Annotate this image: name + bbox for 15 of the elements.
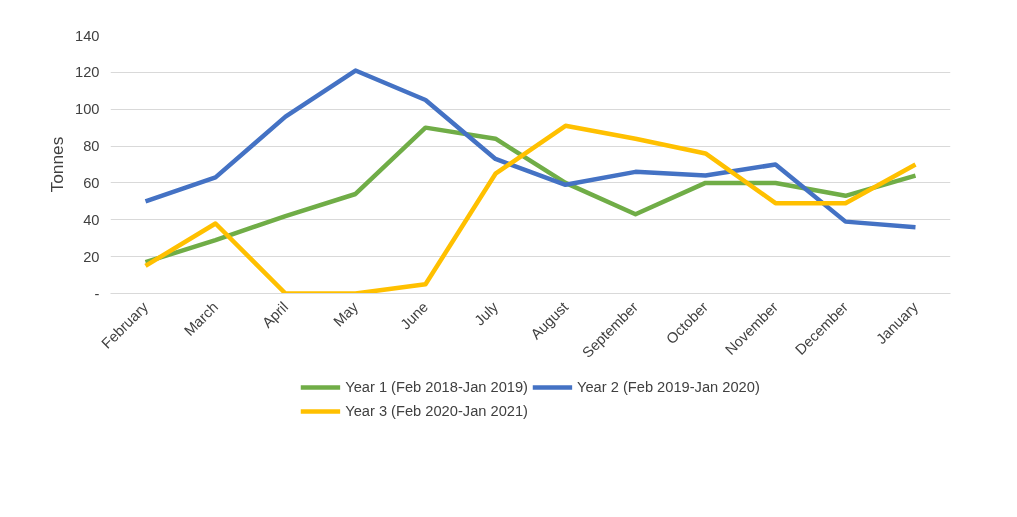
y-tick-label: 120 — [75, 64, 100, 81]
y-axis-title: Tonnes — [47, 136, 68, 193]
y-tick-label: - — [94, 285, 100, 302]
legend-label: Year 1 (Feb 2018-Jan 2019) — [345, 379, 528, 395]
legend-label: Year 3 (Feb 2020-Jan 2021) — [345, 403, 528, 419]
y-tick-label: 80 — [83, 138, 100, 155]
line-series — [143, 68, 918, 230]
x-tick-label: July — [471, 298, 502, 329]
line-series — [143, 123, 918, 294]
y-tick-label: 140 — [75, 27, 100, 44]
y-tick-label: 60 — [83, 174, 100, 191]
y-tick-label: 100 — [75, 101, 100, 118]
y-tick-label: 40 — [83, 211, 100, 228]
y-tick-label: 20 — [83, 248, 100, 265]
legend-label: Year 2 (Feb 2019-Jan 2020) — [577, 379, 760, 395]
